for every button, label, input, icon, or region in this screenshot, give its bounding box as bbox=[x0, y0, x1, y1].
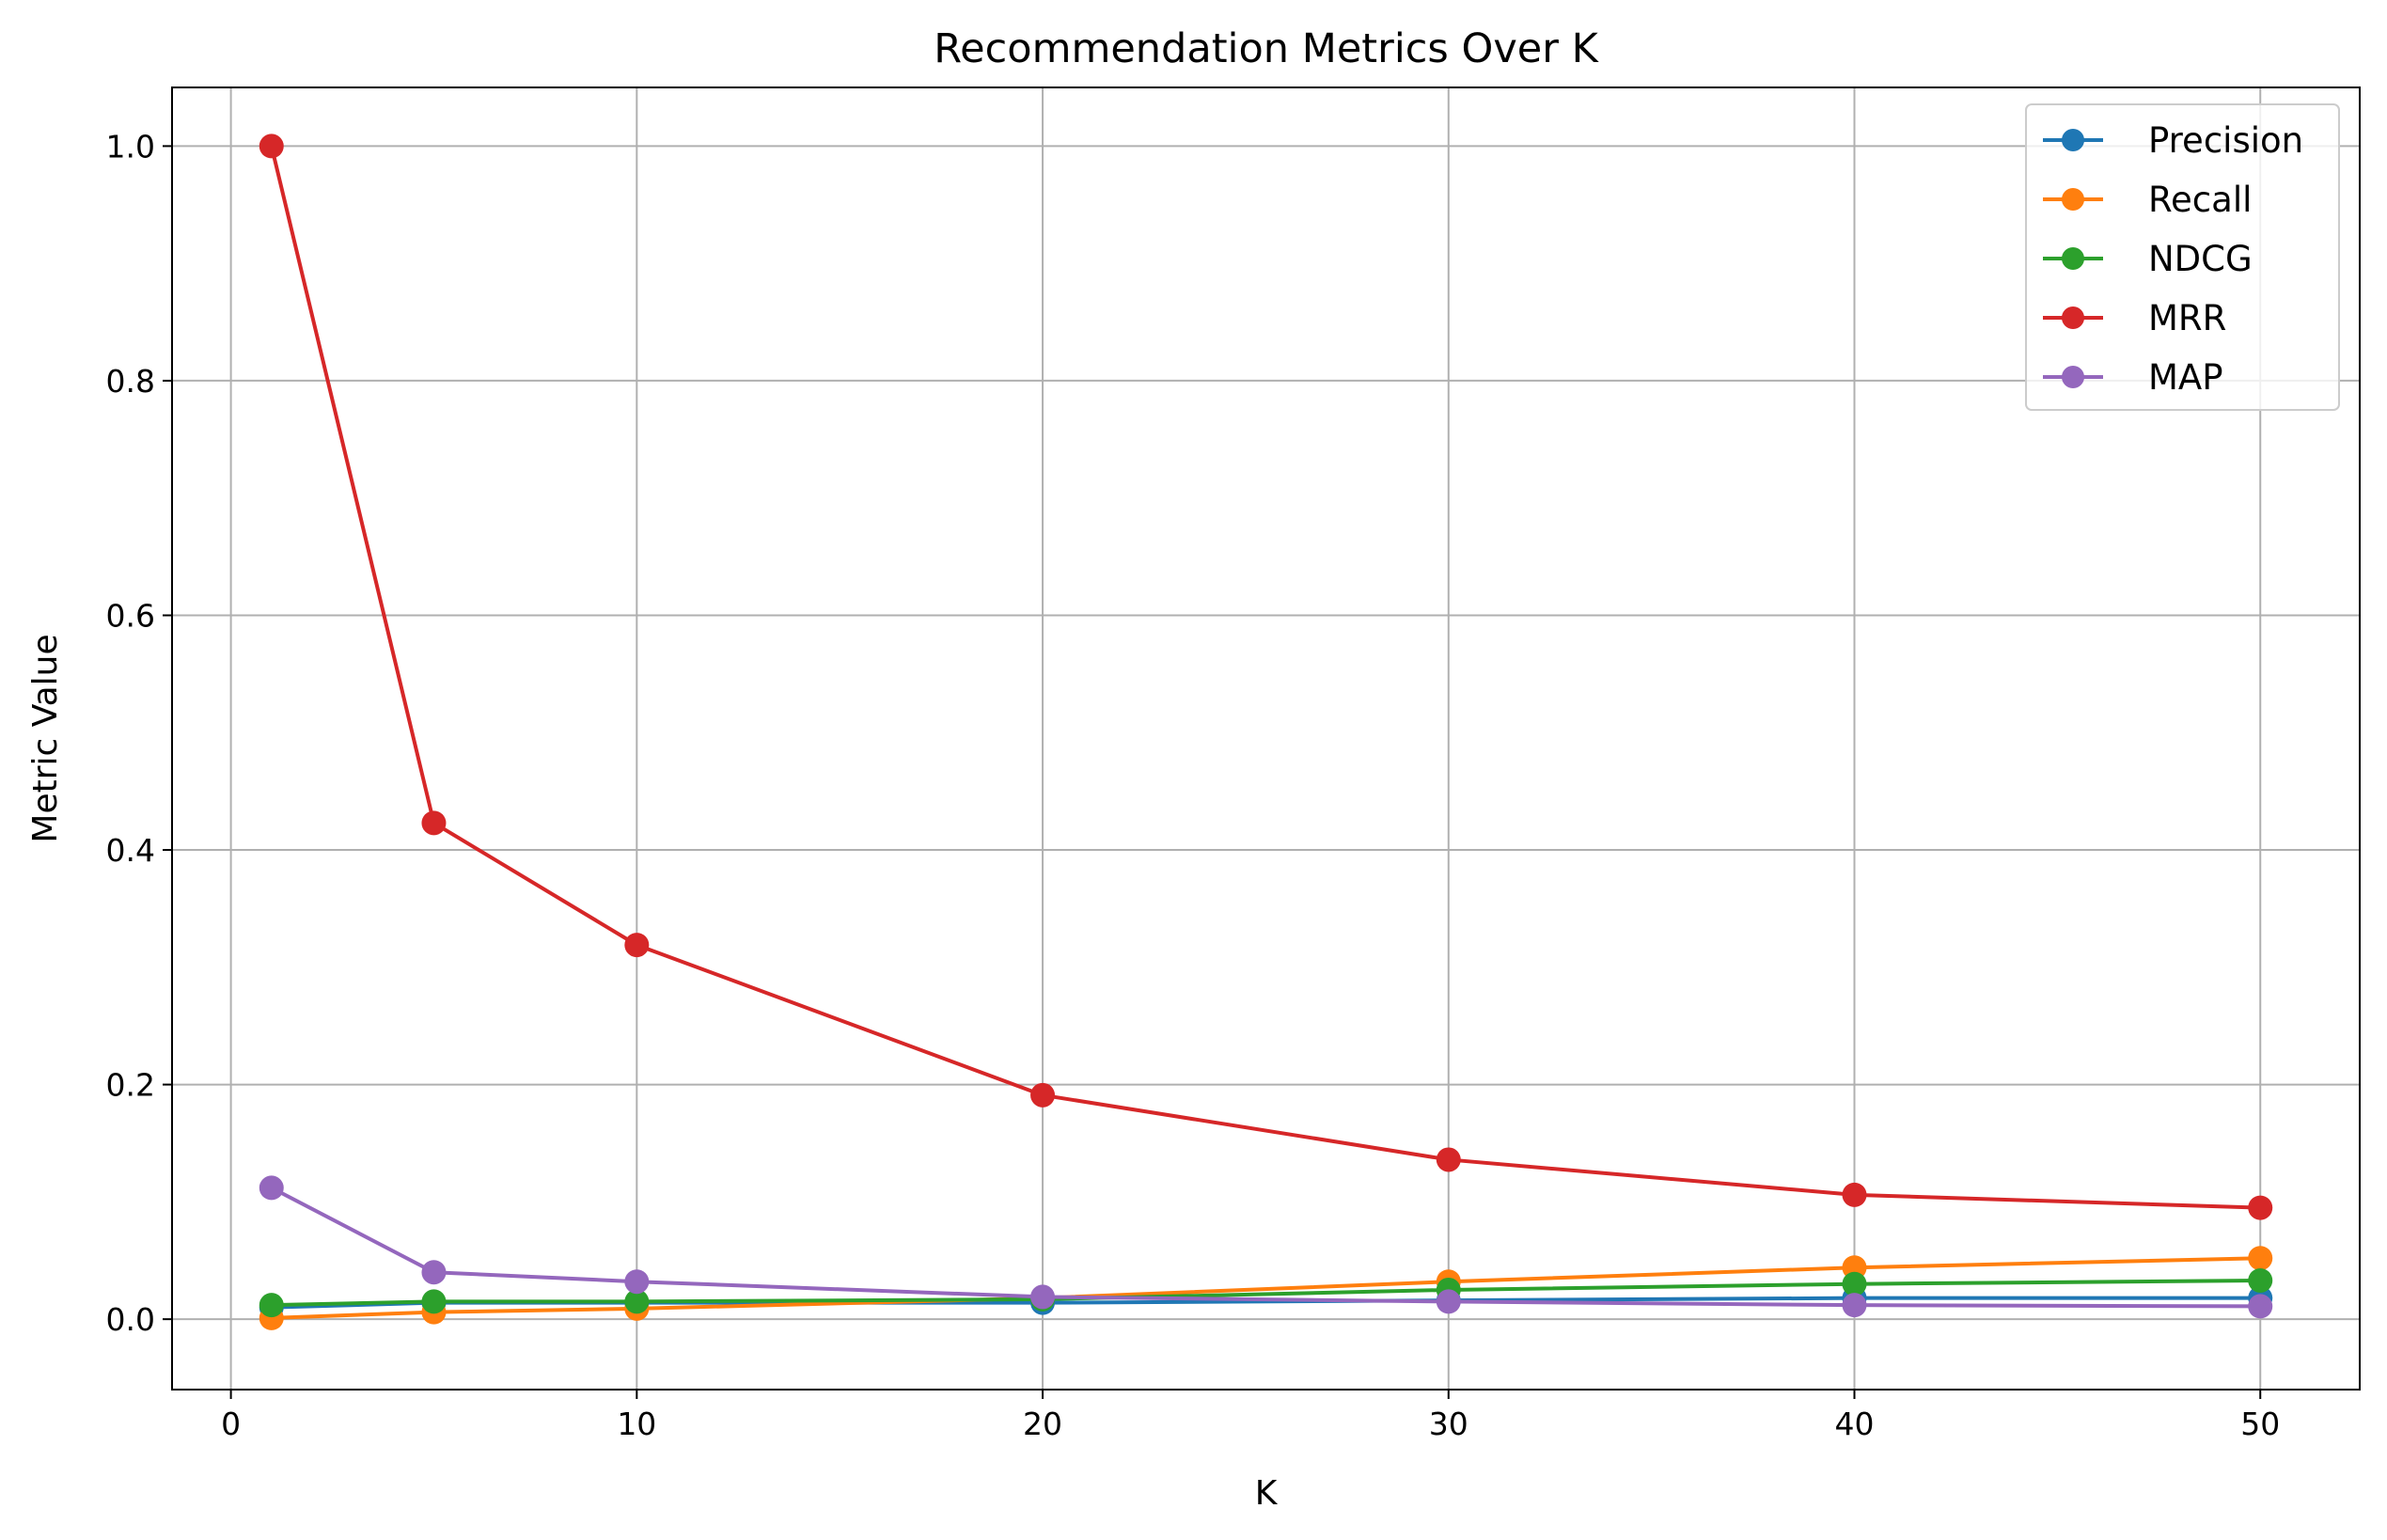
y-tick-label: 0.4 bbox=[106, 832, 155, 869]
data-point-map bbox=[2248, 1294, 2273, 1319]
y-tick-label: 0.6 bbox=[106, 597, 155, 634]
legend-item-precision: Precision bbox=[2043, 120, 2303, 161]
x-tick-label: 20 bbox=[1023, 1406, 1062, 1442]
x-tick-label: 10 bbox=[617, 1406, 656, 1442]
x-tick-label: 30 bbox=[1429, 1406, 1468, 1442]
grid bbox=[172, 87, 2360, 1390]
series-map bbox=[259, 1175, 2273, 1319]
legend: Precision Recall NDCG MRR MAP bbox=[2025, 103, 2340, 411]
data-point-map bbox=[624, 1269, 650, 1295]
data-point-ndcg bbox=[624, 1289, 650, 1314]
y-tick-label: 1.0 bbox=[106, 128, 155, 165]
legend-swatch-marker bbox=[2062, 366, 2084, 388]
data-point-mrr bbox=[624, 933, 650, 958]
data-point-mrr bbox=[421, 810, 447, 836]
data-point-mrr bbox=[259, 134, 284, 159]
legend-item-recall: Recall bbox=[2043, 180, 2252, 220]
data-point-ndcg bbox=[1842, 1271, 1867, 1296]
data-point-ndcg bbox=[259, 1293, 284, 1318]
y-tick-label: 0.0 bbox=[106, 1301, 155, 1338]
legend-label: MRR bbox=[2148, 298, 2226, 338]
data-point-mrr bbox=[1436, 1147, 1461, 1172]
data-point-ndcg bbox=[2248, 1267, 2273, 1293]
legend-item-map: MAP bbox=[2043, 357, 2223, 398]
data-point-map bbox=[1842, 1293, 1867, 1318]
y-axis-label: Metric Value bbox=[26, 634, 65, 842]
data-point-map bbox=[421, 1260, 447, 1285]
plot-frame bbox=[171, 86, 2361, 1391]
data-point-mrr bbox=[1030, 1082, 1056, 1108]
y-tick-label: 0.8 bbox=[106, 363, 155, 400]
x-axis-label: K bbox=[1255, 1474, 1279, 1513]
legend-item-ndcg: NDCG bbox=[2043, 239, 2253, 279]
y-tick-label: 0.2 bbox=[106, 1067, 155, 1104]
x-tick-label: 40 bbox=[1835, 1406, 1875, 1442]
data-point-ndcg bbox=[421, 1289, 447, 1314]
data-point-recall bbox=[2248, 1246, 2273, 1271]
legend-label: Precision bbox=[2148, 120, 2303, 161]
data-point-map bbox=[1030, 1284, 1056, 1310]
legend-swatch-marker bbox=[2062, 247, 2084, 270]
legend-label: MAP bbox=[2148, 357, 2223, 398]
legend-swatch-marker bbox=[2062, 188, 2084, 211]
data-point-map bbox=[1436, 1289, 1461, 1314]
data-point-mrr bbox=[1842, 1182, 1867, 1207]
legend-label: NDCG bbox=[2148, 239, 2253, 279]
legend-label: Recall bbox=[2148, 180, 2252, 220]
ticks: 0 10 20 30 40 50 0.0 0.2 0.4 0.6 0.8 1.0 bbox=[106, 128, 2281, 1442]
data-point-map bbox=[259, 1175, 284, 1201]
series-mrr bbox=[259, 134, 2273, 1220]
legend-swatch-marker bbox=[2062, 306, 2084, 329]
data-point-mrr bbox=[2248, 1195, 2273, 1220]
legend-item-mrr: MRR bbox=[2043, 298, 2226, 338]
legend-box bbox=[2025, 103, 2340, 411]
chart-title: Recommendation Metrics Over K bbox=[934, 25, 1599, 72]
x-tick-label: 50 bbox=[2240, 1406, 2280, 1442]
legend-swatch-marker bbox=[2062, 129, 2084, 151]
series-layer bbox=[259, 134, 2273, 1330]
x-tick-label: 0 bbox=[221, 1406, 241, 1442]
